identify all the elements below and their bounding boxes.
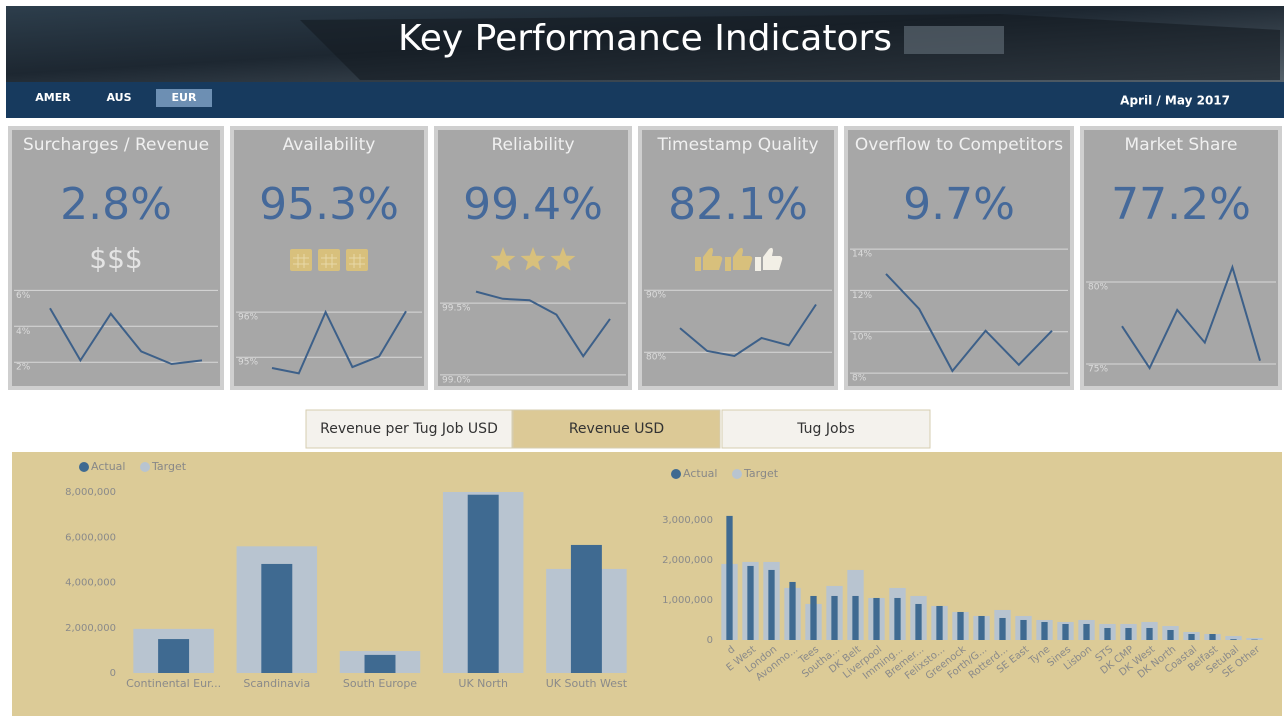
bar bbox=[789, 582, 795, 640]
kpi-title: Market Share bbox=[1125, 135, 1238, 155]
period-label: April / May 2017 bbox=[1120, 94, 1230, 108]
kpi-icon-text: $$$ bbox=[89, 242, 142, 275]
calendar-icon bbox=[346, 249, 368, 271]
y-tick-label: 4% bbox=[16, 327, 31, 337]
bar bbox=[1209, 634, 1215, 640]
bar bbox=[571, 545, 602, 673]
y-tick-label: 12% bbox=[852, 291, 872, 301]
kpi-title: Availability bbox=[283, 135, 376, 155]
legend-label: Actual bbox=[683, 467, 717, 480]
bar bbox=[1104, 628, 1110, 640]
kpi-value: 77.2% bbox=[1111, 179, 1251, 230]
kpi-title: Timestamp Quality bbox=[656, 135, 818, 155]
y-tick-label: 1,000,000 bbox=[662, 595, 713, 606]
bar bbox=[936, 606, 942, 640]
tab-label[interactable]: Revenue USD bbox=[569, 421, 664, 437]
y-tick-label: 90% bbox=[646, 291, 666, 301]
bar bbox=[915, 604, 921, 640]
bar bbox=[1125, 628, 1131, 640]
y-tick-label: 75% bbox=[1088, 364, 1108, 374]
y-tick-label: 2% bbox=[16, 363, 31, 373]
y-tick-label: 0 bbox=[707, 635, 713, 646]
y-tick-label: 6% bbox=[16, 291, 31, 301]
legend-marker bbox=[79, 462, 89, 472]
page-title: Key Performance Indicators bbox=[398, 18, 892, 59]
region-tab[interactable]: AUS bbox=[106, 91, 131, 104]
tab-label[interactable]: Revenue per Tug Job USD bbox=[320, 421, 498, 437]
y-tick-label: 2,000,000 bbox=[662, 555, 713, 566]
x-tick-label: UK North bbox=[458, 677, 508, 690]
kpi-value: 82.1% bbox=[668, 179, 808, 230]
bar bbox=[768, 570, 774, 640]
blurred-area bbox=[904, 26, 1004, 54]
x-tick-label: South Europe bbox=[343, 677, 417, 690]
dashboard: Key Performance Indicators April / May 2… bbox=[0, 0, 1287, 716]
kpi-value: 9.7% bbox=[903, 179, 1015, 230]
kpi-card bbox=[1082, 128, 1280, 388]
bar bbox=[1230, 639, 1236, 640]
bar bbox=[747, 566, 753, 640]
legend-label: Target bbox=[743, 467, 779, 480]
bar bbox=[1083, 624, 1089, 640]
y-tick-label: 95% bbox=[238, 358, 258, 368]
legend-marker bbox=[671, 469, 681, 479]
bar bbox=[894, 598, 900, 640]
bar bbox=[852, 596, 858, 640]
bar bbox=[1188, 634, 1194, 640]
bar bbox=[158, 639, 189, 673]
bar bbox=[1020, 620, 1026, 640]
bar bbox=[810, 596, 816, 640]
kpi-value: 2.8% bbox=[60, 179, 172, 230]
y-tick-label: 99.5% bbox=[442, 304, 471, 314]
kpi-title: Reliability bbox=[491, 135, 574, 155]
kpi-value: 95.3% bbox=[259, 179, 399, 230]
bar bbox=[261, 564, 292, 673]
kpi-value: 99.4% bbox=[463, 179, 603, 230]
y-tick-label: 8% bbox=[852, 374, 867, 384]
bar bbox=[873, 598, 879, 640]
bar bbox=[957, 612, 963, 640]
bar bbox=[1062, 624, 1068, 640]
calendar-icon bbox=[290, 249, 312, 271]
bar bbox=[1146, 628, 1152, 640]
y-tick-label: 14% bbox=[852, 250, 872, 260]
bar bbox=[1167, 630, 1173, 640]
y-tick-label: 96% bbox=[238, 313, 258, 323]
y-tick-label: 80% bbox=[646, 353, 666, 363]
bar bbox=[831, 596, 837, 640]
legend-label: Target bbox=[151, 460, 187, 473]
y-tick-label: 6,000,000 bbox=[65, 532, 116, 543]
y-tick-label: 99.0% bbox=[442, 375, 471, 385]
y-tick-label: 2,000,000 bbox=[65, 623, 116, 634]
kpi-card bbox=[846, 128, 1072, 388]
legend-label: Actual bbox=[91, 460, 125, 473]
tab-label[interactable]: Tug Jobs bbox=[796, 421, 855, 437]
kpi-title: Overflow to Competitors bbox=[855, 135, 1063, 155]
bar bbox=[726, 516, 732, 640]
bar bbox=[468, 495, 499, 673]
bar bbox=[999, 618, 1005, 640]
x-tick-label: UK South West bbox=[546, 677, 628, 690]
legend-marker bbox=[732, 469, 742, 479]
y-tick-label: 80% bbox=[1088, 282, 1108, 292]
calendar-icon bbox=[318, 249, 340, 271]
region-tab[interactable]: EUR bbox=[172, 91, 197, 104]
kpi-title: Surcharges / Revenue bbox=[23, 135, 209, 155]
y-tick-label: 3,000,000 bbox=[662, 515, 713, 526]
x-tick-label: Continental Eur... bbox=[126, 677, 221, 690]
x-tick-label: Scandinavia bbox=[243, 677, 310, 690]
region-tab[interactable]: AMER bbox=[35, 91, 71, 104]
y-tick-label: 4,000,000 bbox=[65, 578, 116, 589]
y-tick-label: 8,000,000 bbox=[65, 487, 116, 498]
y-tick-label: 0 bbox=[110, 668, 116, 679]
y-tick-label: 10% bbox=[852, 332, 872, 342]
bar bbox=[978, 616, 984, 640]
bar bbox=[365, 655, 396, 673]
bar bbox=[1041, 622, 1047, 640]
legend-marker bbox=[140, 462, 150, 472]
